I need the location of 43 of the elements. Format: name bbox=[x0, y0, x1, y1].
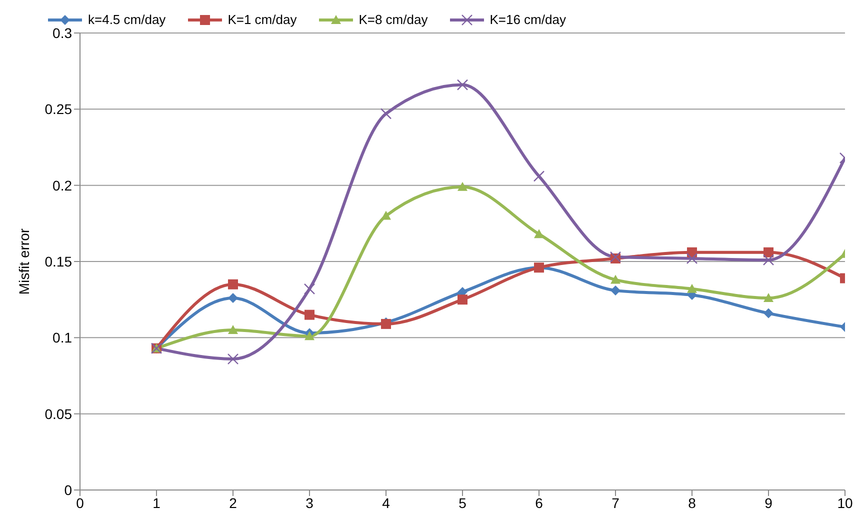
y-tick-label: 0.2 bbox=[52, 177, 72, 194]
legend-label: K=8 cm/day bbox=[358, 12, 428, 27]
x-tick-label: 4 bbox=[382, 494, 390, 511]
legend-label: K=1 cm/day bbox=[226, 12, 297, 27]
x-tick-label: 6 bbox=[535, 494, 544, 511]
point bbox=[304, 310, 314, 320]
point bbox=[610, 274, 620, 284]
point bbox=[304, 331, 314, 340]
point bbox=[381, 210, 391, 220]
point bbox=[764, 247, 774, 258]
legend-label: K=16 cm/day bbox=[488, 12, 566, 27]
point bbox=[610, 285, 620, 296]
legend-label: k=4.5 cm/day bbox=[88, 12, 166, 27]
point bbox=[686, 252, 698, 264]
point bbox=[228, 325, 238, 334]
point bbox=[764, 293, 774, 302]
point bbox=[534, 229, 544, 238]
point bbox=[456, 79, 468, 90]
y-tick-label: 0.15 bbox=[44, 253, 72, 270]
y-tick-label: 0 bbox=[64, 482, 72, 498]
x-tick-label: 9 bbox=[764, 494, 773, 511]
y-tick-label: 0.3 bbox=[52, 24, 72, 41]
y-tick-label: 0.1 bbox=[52, 330, 72, 346]
x-tick-label: 0 bbox=[76, 494, 84, 511]
point bbox=[228, 279, 238, 290]
y-tick-label: 0.25 bbox=[44, 101, 72, 118]
y-tick-label: 0.05 bbox=[44, 406, 72, 422]
point bbox=[687, 284, 697, 293]
x-tick-label: 1 bbox=[152, 494, 161, 511]
x-tick-label: 10 bbox=[837, 494, 853, 511]
y-axis-title: Misfit error bbox=[16, 228, 32, 295]
point bbox=[458, 182, 468, 191]
point bbox=[228, 293, 238, 304]
point bbox=[764, 308, 774, 318]
x-tick-label: 2 bbox=[229, 494, 238, 511]
x-tick-label: 5 bbox=[458, 494, 467, 511]
point bbox=[762, 254, 774, 266]
point bbox=[458, 294, 468, 305]
x-tick-label: 8 bbox=[688, 494, 696, 511]
point bbox=[227, 353, 239, 365]
point bbox=[304, 283, 316, 295]
x-tick-label: 3 bbox=[306, 494, 314, 511]
x-tick-label: 7 bbox=[612, 494, 620, 511]
